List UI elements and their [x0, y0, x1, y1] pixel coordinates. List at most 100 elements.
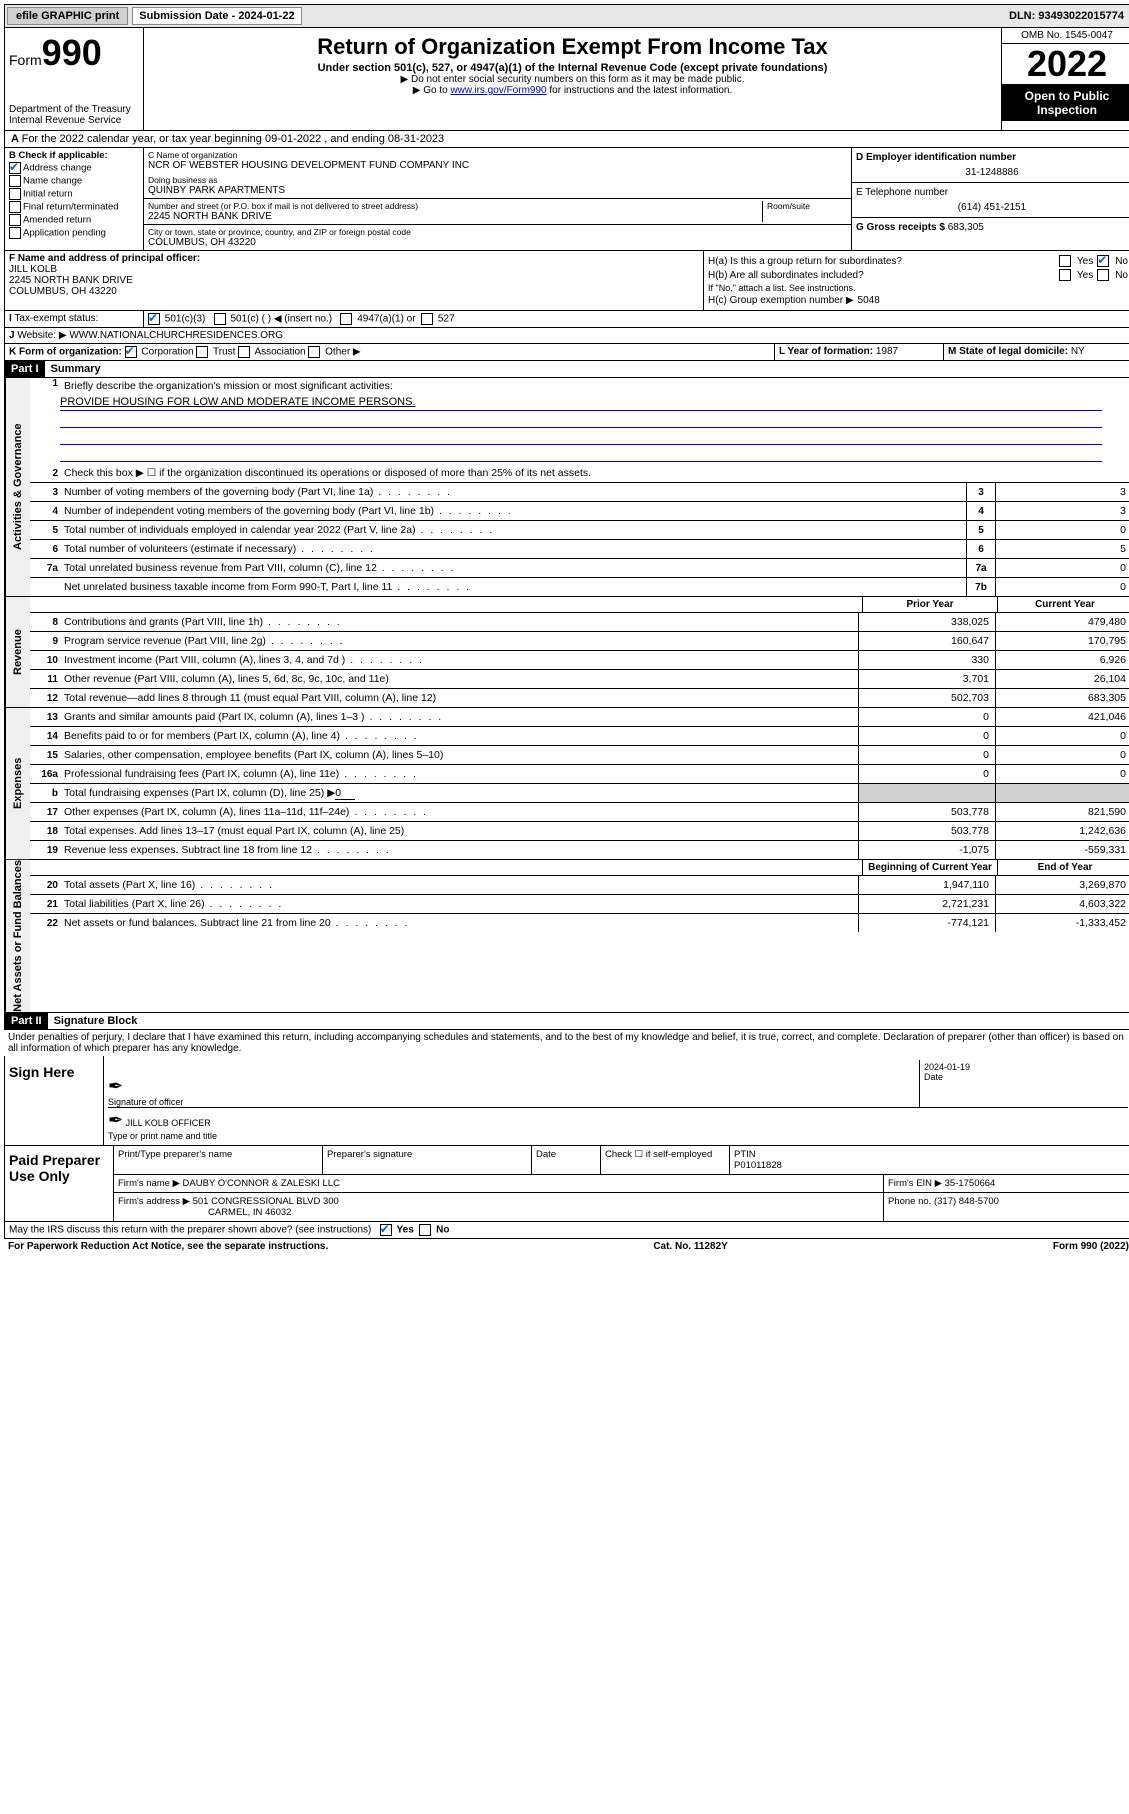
m-label: M State of legal domicile: [948, 346, 1068, 357]
527-checkbox[interactable] [421, 313, 433, 325]
line6-val: 5 [995, 540, 1129, 558]
expenses-section: Expenses 13Grants and similar amounts pa… [4, 708, 1129, 860]
assoc-checkbox[interactable] [238, 346, 250, 358]
part1-title: Summary [45, 361, 107, 377]
line20-prior: 1,947,110 [858, 876, 995, 894]
discuss-label: May the IRS discuss this return with the… [9, 1224, 371, 1235]
form-label: Form [9, 52, 42, 68]
4947-label: 4947(a)(1) or [357, 314, 415, 325]
initial-return-label: Initial return [23, 189, 73, 200]
street-address: 2245 NORTH BANK DRIVE [148, 211, 762, 222]
line12-prior: 502,703 [858, 689, 995, 707]
side-netassets: Net Assets or Fund Balances [5, 860, 30, 1012]
app-pending-checkbox[interactable] [9, 227, 21, 239]
self-employed-label: Check ☐ if self-employed [601, 1146, 730, 1174]
hb-yes-checkbox[interactable] [1059, 269, 1071, 281]
revenue-section: Revenue Prior Year Current Year 8Contrib… [4, 597, 1129, 708]
i-label: Tax-exempt status: [14, 313, 98, 324]
line18-curr: 1,242,636 [995, 822, 1129, 840]
hb-no-checkbox[interactable] [1097, 269, 1109, 281]
line17-prior: 503,778 [858, 803, 995, 821]
firm-phone-label: Phone no. [888, 1196, 931, 1207]
final-return-checkbox[interactable] [9, 201, 21, 213]
line16b-desc: Total fundraising expenses (Part IX, col… [64, 785, 858, 802]
side-activities: Activities & Governance [5, 378, 30, 596]
part2-title: Signature Block [48, 1013, 144, 1029]
ha-yes-checkbox[interactable] [1059, 255, 1071, 267]
line14-prior: 0 [858, 727, 995, 745]
beg-year-header: Beginning of Current Year [862, 860, 997, 875]
prep-name-label: Print/Type preparer's name [114, 1146, 323, 1174]
name-change-checkbox[interactable] [9, 175, 21, 187]
line20-curr: 3,269,870 [995, 876, 1129, 894]
line13-desc: Grants and similar amounts paid (Part IX… [64, 709, 858, 725]
f-label: F Name and address of principal officer: [9, 253, 699, 264]
formation-year: 1987 [876, 346, 898, 357]
part1-header-row: Part I Summary [4, 361, 1129, 378]
part1-badge: Part I [5, 361, 45, 377]
discuss-yes-checkbox[interactable] [380, 1224, 392, 1236]
assoc-label: Association [254, 347, 305, 358]
initial-return-checkbox[interactable] [9, 188, 21, 200]
501c-label: 501(c) ( ) ◀ (insert no.) [230, 314, 332, 325]
trust-checkbox[interactable] [196, 346, 208, 358]
irs-link[interactable]: www.irs.gov/Form990 [450, 85, 546, 96]
ha-label: H(a) Is this a group return for subordin… [708, 256, 1055, 267]
501c3-label: 501(c)(3) [165, 314, 206, 325]
address-change-checkbox[interactable] [9, 162, 21, 174]
corp-checkbox[interactable] [125, 346, 137, 358]
line16b-val: 0 [335, 787, 355, 800]
line15-prior: 0 [858, 746, 995, 764]
501c3-checkbox[interactable] [148, 313, 160, 325]
discuss-yes: Yes [397, 1224, 414, 1235]
c-name-label: C Name of organization [148, 150, 847, 160]
ssn-note: ▶ Do not enter social security numbers o… [148, 74, 997, 85]
g-label: G Gross receipts $ [856, 222, 945, 233]
efile-print-button[interactable]: efile GRAPHIC print [7, 7, 128, 25]
goto-post: for instructions and the latest informat… [547, 85, 733, 96]
line4-val: 3 [995, 502, 1129, 520]
ha-no: No [1115, 256, 1128, 267]
section-m: M State of legal domicile: NY [944, 344, 1129, 360]
omb-number: OMB No. 1545-0047 [1002, 28, 1129, 44]
mission-blank2 [60, 430, 1102, 445]
omb-year-block: OMB No. 1545-0047 2022 Open to Public In… [1001, 28, 1129, 130]
side-expenses: Expenses [5, 708, 30, 859]
discuss-row: May the IRS discuss this return with the… [4, 1222, 1129, 1239]
line9-curr: 170,795 [995, 632, 1129, 650]
ha-no-checkbox[interactable] [1097, 255, 1109, 267]
line11-curr: 26,104 [995, 670, 1129, 688]
line12-desc: Total revenue—add lines 8 through 11 (mu… [64, 690, 858, 706]
line11-prior: 3,701 [858, 670, 995, 688]
end-year-header: End of Year [997, 860, 1129, 875]
sign-here-body: ✒ Signature of officer 2024-01-19 Date ✒… [104, 1056, 1129, 1145]
submission-date: Submission Date - 2024-01-22 [132, 7, 301, 25]
room-label: Room/suite [767, 201, 847, 211]
app-pending-label: Application pending [23, 228, 106, 239]
4947-checkbox[interactable] [340, 313, 352, 325]
section-a-taxyear: A For the 2022 calendar year, or tax yea… [4, 131, 1129, 148]
firm-addr1: 501 CONGRESSIONAL BLVD 300 [193, 1196, 339, 1207]
firm-addr2: CARMEL, IN 46032 [118, 1207, 879, 1218]
sig-date: 2024-01-19 [924, 1062, 1124, 1072]
line10-desc: Investment income (Part VIII, column (A)… [64, 652, 858, 668]
ptin-value: P01011828 [734, 1160, 1128, 1171]
other-checkbox[interactable] [308, 346, 320, 358]
line22-prior: -774,121 [858, 914, 995, 932]
line20-desc: Total assets (Part X, line 16) [64, 877, 858, 893]
line17-curr: 821,590 [995, 803, 1129, 821]
discuss-no-checkbox[interactable] [419, 1224, 431, 1236]
sig-officer-label: Signature of officer [108, 1097, 919, 1107]
mission-text: PROVIDE HOUSING FOR LOW AND MODERATE INC… [60, 396, 1102, 411]
501c-checkbox[interactable] [214, 313, 226, 325]
line12-curr: 683,305 [995, 689, 1129, 707]
section-b-checkboxes: B Check if applicable: Address change Na… [5, 148, 144, 250]
ein: 31-1248886 [856, 167, 1128, 178]
amended-return-checkbox[interactable] [9, 214, 21, 226]
line18-prior: 503,778 [858, 822, 995, 840]
section-deg-block: D Employer identification number 31-1248… [851, 148, 1129, 250]
firm-name-label: Firm's name ▶ [118, 1178, 180, 1189]
line21-prior: 2,721,231 [858, 895, 995, 913]
address-change-label: Address change [23, 163, 92, 174]
principal-officer-row: F Name and address of principal officer:… [4, 251, 1129, 311]
